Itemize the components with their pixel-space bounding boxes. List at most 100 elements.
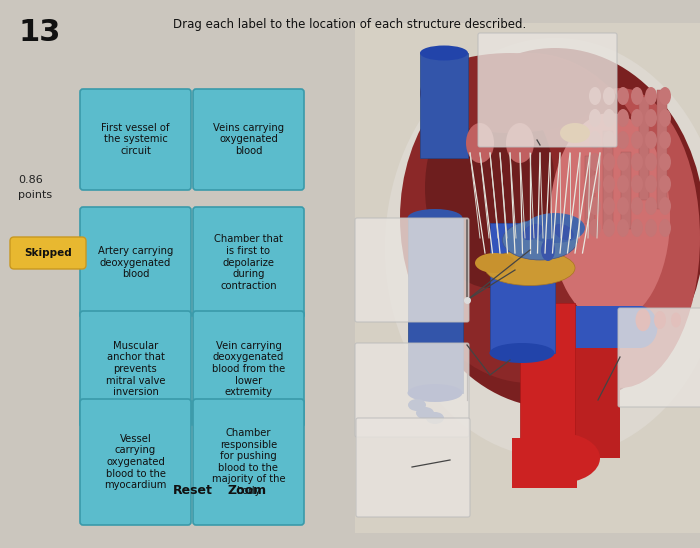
FancyBboxPatch shape [10,237,86,269]
Text: Zoom: Zoom [228,483,267,496]
Ellipse shape [631,87,643,105]
Ellipse shape [603,109,615,127]
FancyBboxPatch shape [478,33,617,147]
Ellipse shape [520,433,600,483]
Ellipse shape [385,38,700,458]
Ellipse shape [603,197,615,215]
Ellipse shape [525,213,585,243]
Ellipse shape [631,153,643,171]
Bar [490,223,555,353]
Text: Vein carrying
deoxygenated
blood from the
lower
extremity: Vein carrying deoxygenated blood from th… [212,341,285,397]
FancyBboxPatch shape [356,418,470,517]
FancyBboxPatch shape [80,399,191,525]
FancyBboxPatch shape [193,207,304,318]
Ellipse shape [420,53,600,133]
Ellipse shape [400,53,660,383]
Ellipse shape [475,253,515,273]
Text: Chamber that
is first to
depolarize
during
contraction: Chamber that is first to depolarize duri… [214,235,283,290]
Ellipse shape [420,45,468,60]
Text: Skipped: Skipped [24,248,72,258]
Ellipse shape [589,87,601,105]
Ellipse shape [540,88,700,388]
FancyBboxPatch shape [193,399,304,525]
Ellipse shape [622,306,657,348]
Bar [575,338,620,458]
FancyBboxPatch shape [355,218,469,322]
Ellipse shape [589,175,601,193]
FancyBboxPatch shape [80,311,191,427]
Ellipse shape [645,175,657,193]
Text: Artery carrying
deoxygenated
blood: Artery carrying deoxygenated blood [98,246,173,279]
Ellipse shape [405,48,700,408]
Ellipse shape [631,109,643,127]
Ellipse shape [617,219,629,237]
Ellipse shape [645,87,657,105]
Bar [639,107,649,210]
Ellipse shape [631,131,643,149]
Text: Chamber
responsible
for pushing
blood to the
majority of the
body: Chamber responsible for pushing blood to… [211,428,286,496]
Ellipse shape [617,131,629,149]
Ellipse shape [659,87,671,105]
Ellipse shape [645,197,657,215]
FancyBboxPatch shape [80,207,191,318]
Ellipse shape [645,219,657,237]
Bar [408,218,463,393]
Ellipse shape [416,407,434,419]
Ellipse shape [617,197,629,215]
Bar [621,106,631,212]
Ellipse shape [631,197,643,215]
Bar [520,303,575,468]
Text: First vessel of
the systemic
circuit: First vessel of the systemic circuit [102,123,169,156]
Ellipse shape [645,153,657,171]
FancyBboxPatch shape [355,343,469,437]
Ellipse shape [522,224,543,240]
Ellipse shape [589,153,601,171]
Text: Veins carrying
oxygenated
blood: Veins carrying oxygenated blood [213,123,284,156]
Ellipse shape [617,175,629,193]
Ellipse shape [617,153,629,171]
Ellipse shape [659,131,671,149]
Ellipse shape [654,311,666,329]
Ellipse shape [645,109,657,127]
Text: 13: 13 [18,18,60,47]
Ellipse shape [671,312,681,328]
Ellipse shape [589,131,601,149]
Ellipse shape [466,123,494,163]
Bar [657,161,667,212]
Ellipse shape [503,220,578,260]
Ellipse shape [659,153,671,171]
Ellipse shape [645,131,657,149]
Ellipse shape [554,224,574,240]
Ellipse shape [631,175,643,193]
FancyBboxPatch shape [618,308,700,407]
Ellipse shape [603,219,615,237]
Text: Reset: Reset [173,483,213,496]
Text: Drag each label to the location of each structure described.: Drag each label to the location of each … [174,18,526,31]
Text: Muscular
anchor that
prevents
mitral valve
inversion: Muscular anchor that prevents mitral val… [106,341,165,397]
Ellipse shape [636,309,650,331]
Ellipse shape [589,219,601,237]
Ellipse shape [407,384,463,402]
Ellipse shape [560,123,590,143]
Ellipse shape [631,219,643,237]
Ellipse shape [603,175,615,193]
Ellipse shape [489,343,554,363]
Ellipse shape [426,412,444,424]
FancyBboxPatch shape [193,89,304,190]
Ellipse shape [589,197,601,215]
Ellipse shape [425,88,555,288]
Text: 0.86: 0.86 [18,175,43,185]
Ellipse shape [659,219,671,237]
Ellipse shape [589,109,601,127]
Bar [512,438,577,488]
Ellipse shape [506,123,534,163]
Bar [585,110,595,206]
Ellipse shape [659,175,671,193]
Ellipse shape [603,131,615,149]
Bar [355,23,700,533]
FancyBboxPatch shape [80,89,191,190]
Ellipse shape [659,109,671,127]
Ellipse shape [659,197,671,215]
Ellipse shape [408,399,426,411]
Text: Vessel
carrying
oxygenated
blood to the
myocardium: Vessel carrying oxygenated blood to the … [104,434,167,490]
